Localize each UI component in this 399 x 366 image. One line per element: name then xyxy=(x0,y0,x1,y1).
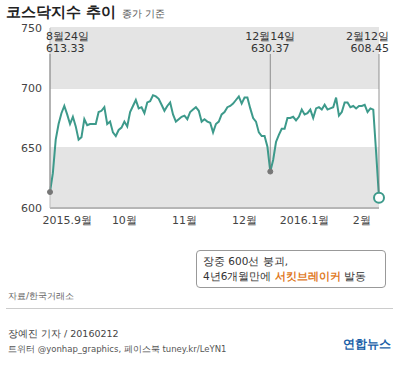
svg-text:2월: 2월 xyxy=(353,214,371,227)
html-text:트위터 @yonhap_graphics, 페이스북 tun: 트위터 @yonhap_graphics, 페이스북 tuney.kr/LeYN… xyxy=(8,344,227,354)
html-text:자료/한국거래소: 자료/한국거래소 xyxy=(8,291,74,301)
svg-text:12월: 12월 xyxy=(232,214,257,227)
svg-text:613.33: 613.33 xyxy=(46,42,85,55)
svg-text:8월24일: 8월24일 xyxy=(46,30,89,43)
svg-text:600: 600 xyxy=(21,202,42,215)
html-text:4년6개월만에서킷브레이커발동: 4년6개월만에서킷브레이커발동 xyxy=(203,270,366,282)
html-text:코스닥지수 추이 종가 기준: 코스닥지수 추이 종가 기준 xyxy=(6,3,166,21)
svg-text:2016.1월: 2016.1월 xyxy=(280,214,330,227)
svg-text:12월14일: 12월14일 xyxy=(245,30,296,43)
svg-text:11월: 11월 xyxy=(172,214,197,227)
svg-text:10월: 10월 xyxy=(112,214,137,227)
svg-text:750: 750 xyxy=(21,22,42,35)
html-text:장중 600선 붕괴,: 장중 600선 붕괴, xyxy=(203,255,289,267)
html-text:장예진 기자 / 20160212: 장예진 기자 / 20160212 xyxy=(8,328,119,339)
svg-text:608.45: 608.45 xyxy=(351,42,390,55)
svg-text:700: 700 xyxy=(21,82,42,95)
svg-text:630.37: 630.37 xyxy=(251,42,290,55)
svg-text:650: 650 xyxy=(21,142,42,155)
svg-text:2015.9월: 2015.9월 xyxy=(42,214,92,227)
svg-text:2월12일: 2월12일 xyxy=(346,30,389,43)
html-text:연합뉴스: 연합뉴스 xyxy=(343,337,391,351)
